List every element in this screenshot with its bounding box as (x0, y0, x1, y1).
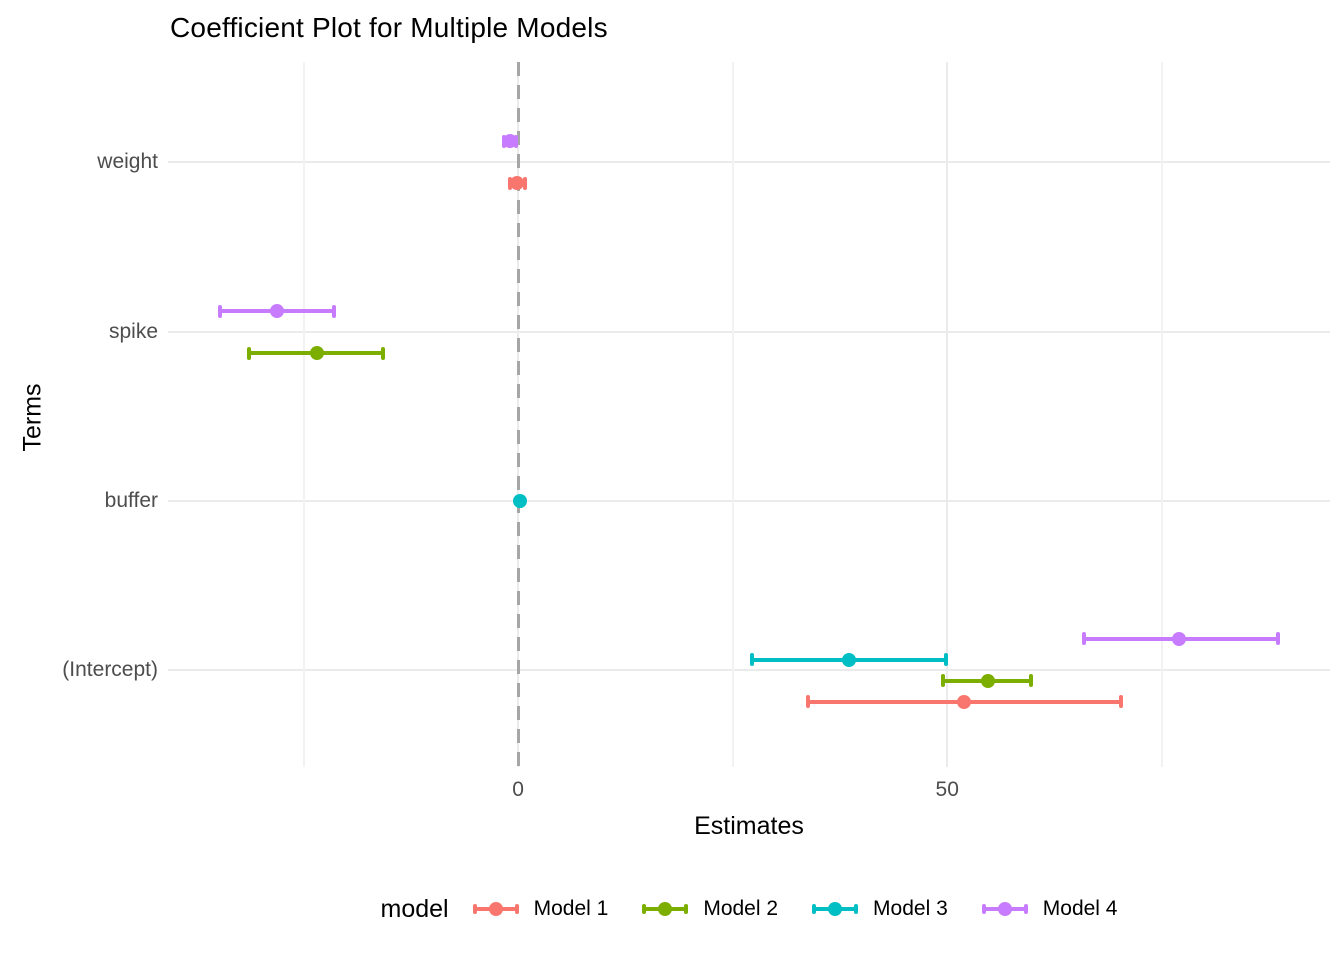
estimate-point (1171, 631, 1186, 646)
error-bar-cap-left (749, 653, 754, 666)
gridline-horizontal (168, 331, 1330, 333)
error-bar-cap-left (806, 695, 811, 708)
key-cap-right (854, 904, 859, 914)
error-bar-cap-right (523, 176, 527, 190)
key-dot (828, 902, 843, 916)
estimate-point (310, 346, 325, 360)
plot-panel (168, 62, 1330, 767)
y-axis-term-label: weight (97, 150, 158, 173)
y-axis-term-label: (Intercept) (62, 658, 158, 681)
error-bar-cap-left (1081, 632, 1086, 645)
estimate-point (980, 673, 995, 688)
estimate-point (956, 694, 971, 709)
chart-title: Coefficient Plot for Multiple Models (170, 12, 608, 43)
gridline-vertical-minor (302, 62, 305, 767)
gridline-horizontal (168, 161, 1330, 163)
estimate-point (269, 304, 284, 318)
key-cap-right (514, 904, 519, 914)
key-cap-left (812, 904, 817, 914)
key-cap-right (684, 904, 689, 914)
gridline-horizontal (168, 500, 1330, 502)
y-axis-term-label: buffer (104, 489, 158, 512)
key-cap-left (642, 904, 647, 914)
legend-label-model-2: Model 2 (703, 897, 779, 920)
x-axis-tick-label: 50 (935, 778, 959, 801)
estimate-point (512, 494, 527, 508)
zero-reference-line (516, 62, 520, 767)
gridline-horizontal (168, 669, 1330, 671)
error-bar-cap-left (940, 674, 945, 687)
error-bar-cap-right (381, 346, 386, 360)
gridline-vertical-major (946, 62, 949, 767)
error-bar-cap-left (218, 304, 223, 318)
pointrange-key-icon (981, 894, 1028, 924)
pointrange-key-icon (642, 894, 689, 924)
legend-entry-model-4: Model 4 (981, 894, 1118, 924)
gridline-vertical-minor (1160, 62, 1163, 767)
pointrange-key-icon (472, 894, 519, 924)
key-dot (488, 902, 503, 916)
error-bar-cap-right (1275, 632, 1280, 645)
legend-entry-model-2: Model 2 (642, 894, 778, 924)
legend-title: model (380, 894, 449, 923)
legend-label-model-1: Model 1 (533, 897, 609, 920)
legend-entry-model-3: Model 3 (812, 894, 948, 924)
estimate-point (510, 176, 525, 190)
key-dot (997, 902, 1012, 916)
estimate-point (503, 134, 518, 148)
error-bar-cap-right (943, 653, 948, 666)
legend-entry-model-1: Model 1 (472, 894, 609, 924)
y-axis-title: Terms (18, 383, 47, 452)
key-cap-left (472, 904, 477, 914)
pointrange-key-icon (812, 894, 859, 924)
error-bar-cap-right (332, 304, 337, 318)
error-bar-cap-right (1029, 674, 1034, 687)
x-axis-title: Estimates (694, 812, 804, 840)
estimate-point (841, 652, 856, 667)
gridline-vertical-minor (731, 62, 734, 767)
key-cap-right (1023, 904, 1028, 914)
key-cap-left (981, 904, 986, 914)
key-dot (658, 902, 673, 916)
legend: model Model 1 Model 2 Model 3 (168, 886, 1330, 932)
legend-label-model-4: Model 4 (1042, 897, 1118, 920)
error-bar-cap-left (246, 346, 251, 360)
y-axis-term-label: spike (108, 320, 158, 343)
x-axis-tick-label: 0 (512, 778, 524, 801)
legend-label-model-3: Model 3 (873, 897, 948, 920)
error-bar-cap-right (1118, 695, 1123, 708)
